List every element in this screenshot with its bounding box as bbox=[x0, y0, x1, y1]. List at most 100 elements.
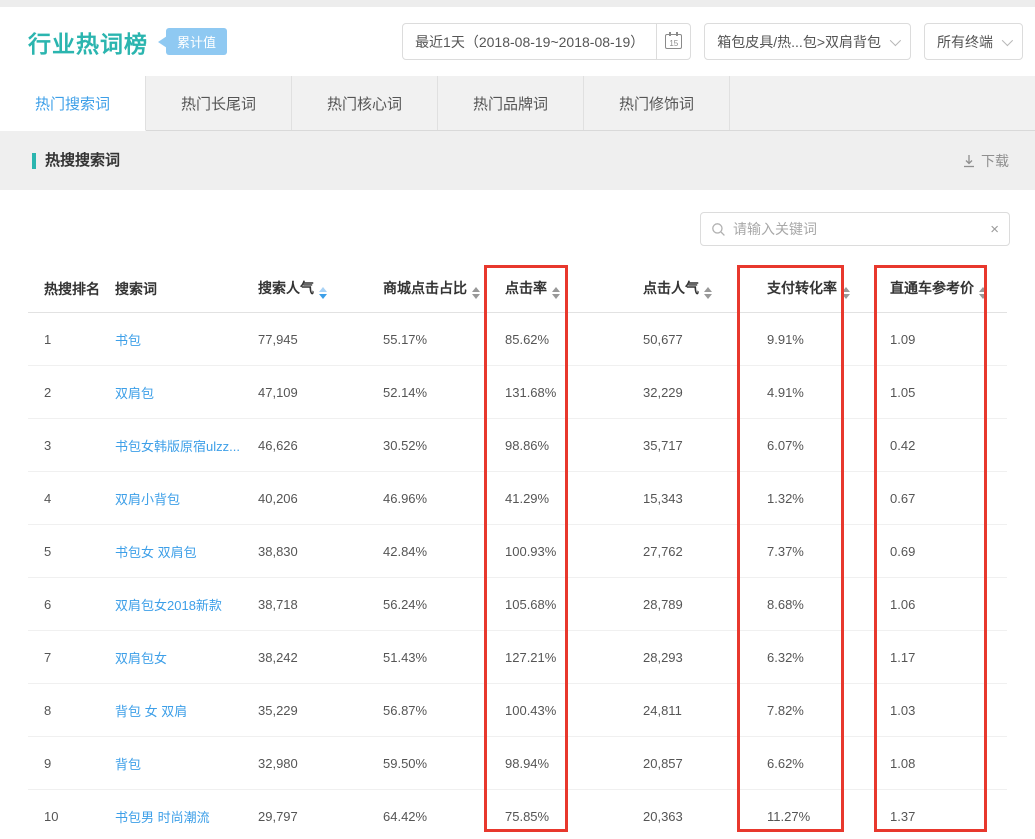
cell-ctr: 100.93% bbox=[489, 524, 627, 578]
tab-hot-brand-terms[interactable]: 热门品牌词 bbox=[438, 76, 584, 130]
tab-hot-core-terms[interactable]: 热门核心词 bbox=[292, 76, 438, 130]
cell-mall-click-ratio: 30.52% bbox=[367, 418, 489, 472]
cell-ztc-reference-price: 0.67 bbox=[874, 471, 1007, 525]
sort-icon[interactable] bbox=[979, 287, 987, 299]
cell-click-popularity: 24,811 bbox=[627, 683, 751, 737]
calendar-button[interactable]: 15 bbox=[656, 24, 690, 59]
chevron-down-icon bbox=[889, 34, 902, 46]
cell-search-popularity: 35,229 bbox=[242, 683, 367, 737]
cell-ztc-reference-price: 1.09 bbox=[874, 312, 1007, 366]
tab-hot-search-terms[interactable]: 热门搜索词 bbox=[0, 76, 146, 131]
keyword-link[interactable]: 双肩小背包 bbox=[115, 491, 181, 507]
sort-icon[interactable] bbox=[704, 287, 712, 299]
cell-keyword: 背包 bbox=[99, 736, 242, 790]
tab-hot-longtail-terms[interactable]: 热门长尾词 bbox=[146, 76, 292, 130]
cell-ztc-reference-price: 1.05 bbox=[874, 365, 1007, 419]
column-header-ctr[interactable]: 点击率 bbox=[489, 265, 627, 313]
cell-search-popularity: 32,980 bbox=[242, 736, 367, 790]
cell-mall-click-ratio: 64.42% bbox=[383, 808, 428, 824]
cell-mall-click-ratio: 46.96% bbox=[367, 471, 489, 525]
table-row: 6 双肩包女2018新款 38,718 56.24% 105.68% 28,789 8.68… bbox=[28, 577, 1007, 631]
date-range-label: 最近1天（2018-08-19~2018-08-19） bbox=[415, 33, 645, 50]
cell-rank: 1 bbox=[28, 312, 99, 366]
hot-keywords-table: 热搜排名 搜索词 搜索人气 商城点击占比 点击率 点击人气 支付转化率 直通车参考价 1 书包 7… bbox=[28, 265, 1007, 839]
cumulative-badge: 累计值 bbox=[157, 28, 228, 55]
cell-click-popularity: 32,229 bbox=[627, 365, 751, 419]
cell-mall-click-ratio: 56.87% bbox=[367, 683, 489, 737]
cumulative-badge-label: 累计值 bbox=[166, 28, 228, 55]
cell-click-popularity: 50,677 bbox=[627, 312, 751, 366]
cell-search-popularity: 38,718 bbox=[242, 577, 367, 631]
keyword-link[interactable]: 双肩包 bbox=[115, 385, 155, 401]
cell-ztc-reference-price: 0.69 bbox=[874, 524, 1007, 578]
cell-ctr: 85.62% bbox=[489, 312, 627, 366]
keyword-link[interactable]: 双肩包女2018新款 bbox=[115, 597, 222, 613]
cell-click-popularity: 20,857 bbox=[627, 736, 751, 790]
clear-search-icon[interactable]: × bbox=[990, 220, 999, 238]
cell-payment-conversion-rate: 9.91% bbox=[751, 312, 874, 366]
sort-icon[interactable] bbox=[319, 287, 327, 299]
column-header-mall-click-ratio[interactable]: 商城点击占比 bbox=[367, 265, 489, 313]
column-header-search-popularity[interactable]: 搜索人气 bbox=[242, 265, 367, 313]
keyword-search-input[interactable] bbox=[733, 221, 991, 237]
cell-ztc-reference-price: 1.37 bbox=[890, 808, 916, 824]
sort-icon[interactable] bbox=[472, 287, 480, 299]
keyword-link[interactable]: 双肩包女 bbox=[115, 650, 168, 666]
date-range-picker[interactable]: 最近1天（2018-08-19~2018-08-19） 15 bbox=[402, 23, 692, 60]
keyword-link[interactable]: 书包男 时尚潮流 bbox=[115, 809, 210, 825]
keyword-link[interactable]: 书包 bbox=[115, 332, 142, 348]
table-row: 2 双肩包 47,109 52.14% 131.68% 32,229 4.91% 1.05 bbox=[28, 365, 1007, 419]
sort-icon[interactable] bbox=[842, 287, 850, 299]
cell-search-popularity: 38,830 bbox=[242, 524, 367, 578]
cell-ctr: 105.68% bbox=[489, 577, 627, 631]
cell-rank: 9 bbox=[28, 736, 99, 790]
column-label: 直通车参考价 bbox=[890, 280, 974, 296]
keyword-link[interactable]: 书包女韩版原宿ulzz... bbox=[115, 438, 240, 454]
cell-keyword: 双肩小背包 bbox=[99, 471, 242, 525]
cell-ztc-reference-price: 0.42 bbox=[874, 418, 1007, 472]
cell-payment-conversion-rate: 6.62% bbox=[751, 736, 874, 790]
column-header-click-popularity[interactable]: 点击人气 bbox=[627, 265, 751, 313]
cell-rank: 4 bbox=[28, 471, 99, 525]
search-row: × bbox=[0, 190, 1035, 246]
header-controls: 最近1天（2018-08-19~2018-08-19） 15 箱包皮具/热...… bbox=[402, 23, 1023, 60]
table-row: 4 双肩小背包 40,206 46.96% 41.29% 15,343 1.32% 0.67 bbox=[28, 471, 1007, 525]
cell-click-popularity: 35,717 bbox=[627, 418, 751, 472]
category-dropdown[interactable]: 箱包皮具/热...包>双肩背包 bbox=[704, 23, 911, 60]
download-button[interactable]: 下载 bbox=[962, 151, 1009, 171]
column-label: 热搜排名 bbox=[44, 280, 100, 297]
search-box: × bbox=[700, 212, 1010, 246]
keyword-link[interactable]: 背包 bbox=[115, 756, 142, 772]
column-header-keyword: 搜索词 bbox=[99, 265, 242, 313]
cell-payment-conversion-rate: 4.91% bbox=[751, 365, 874, 419]
column-header-ztc-reference-price[interactable]: 直通车参考价 bbox=[874, 265, 1007, 313]
cell-rank: 6 bbox=[28, 577, 99, 631]
cell-payment-conversion-rate: 6.32% bbox=[751, 630, 874, 684]
table-row: 7 双肩包女 38,242 51.43% 127.21% 28,293 6.32% 1.17 bbox=[28, 630, 1007, 684]
cell-keyword: 书包 bbox=[99, 312, 242, 366]
cell-ctr: 98.94% bbox=[489, 736, 627, 790]
keyword-link[interactable]: 书包女 双肩包 bbox=[115, 544, 197, 560]
cell-ztc-reference-price: 1.06 bbox=[874, 577, 1007, 631]
cell-rank: 2 bbox=[28, 365, 99, 419]
cell-keyword: 双肩包 bbox=[99, 365, 242, 419]
column-label: 支付转化率 bbox=[767, 280, 837, 296]
column-label: 点击人气 bbox=[643, 280, 699, 296]
terminal-dropdown[interactable]: 所有终端 bbox=[924, 23, 1023, 60]
calendar-icon: 15 bbox=[665, 32, 683, 49]
table-body: 1 书包 77,945 55.17% 85.62% 50,677 9.91% 1.09 2 双肩包… bbox=[28, 312, 1007, 839]
sort-icon[interactable] bbox=[552, 287, 560, 299]
download-icon bbox=[964, 154, 974, 167]
cell-keyword: 书包女韩版原宿ulzz... bbox=[99, 418, 242, 472]
cell-mall-click-ratio: 56.24% bbox=[367, 577, 489, 631]
tab-hot-modifier-terms[interactable]: 热门修饰词 bbox=[584, 76, 730, 130]
section-strip: 热搜搜索词 下载 bbox=[0, 131, 1035, 190]
keyword-link[interactable]: 背包 女 双肩 bbox=[115, 703, 188, 719]
cell-ztc-reference-price: 1.08 bbox=[874, 736, 1007, 790]
column-label: 商城点击占比 bbox=[383, 280, 467, 296]
cell-mall-click-ratio: 51.43% bbox=[367, 630, 489, 684]
cell-rank: 10 bbox=[44, 808, 59, 824]
column-header-payment-conversion-rate[interactable]: 支付转化率 bbox=[751, 265, 874, 313]
